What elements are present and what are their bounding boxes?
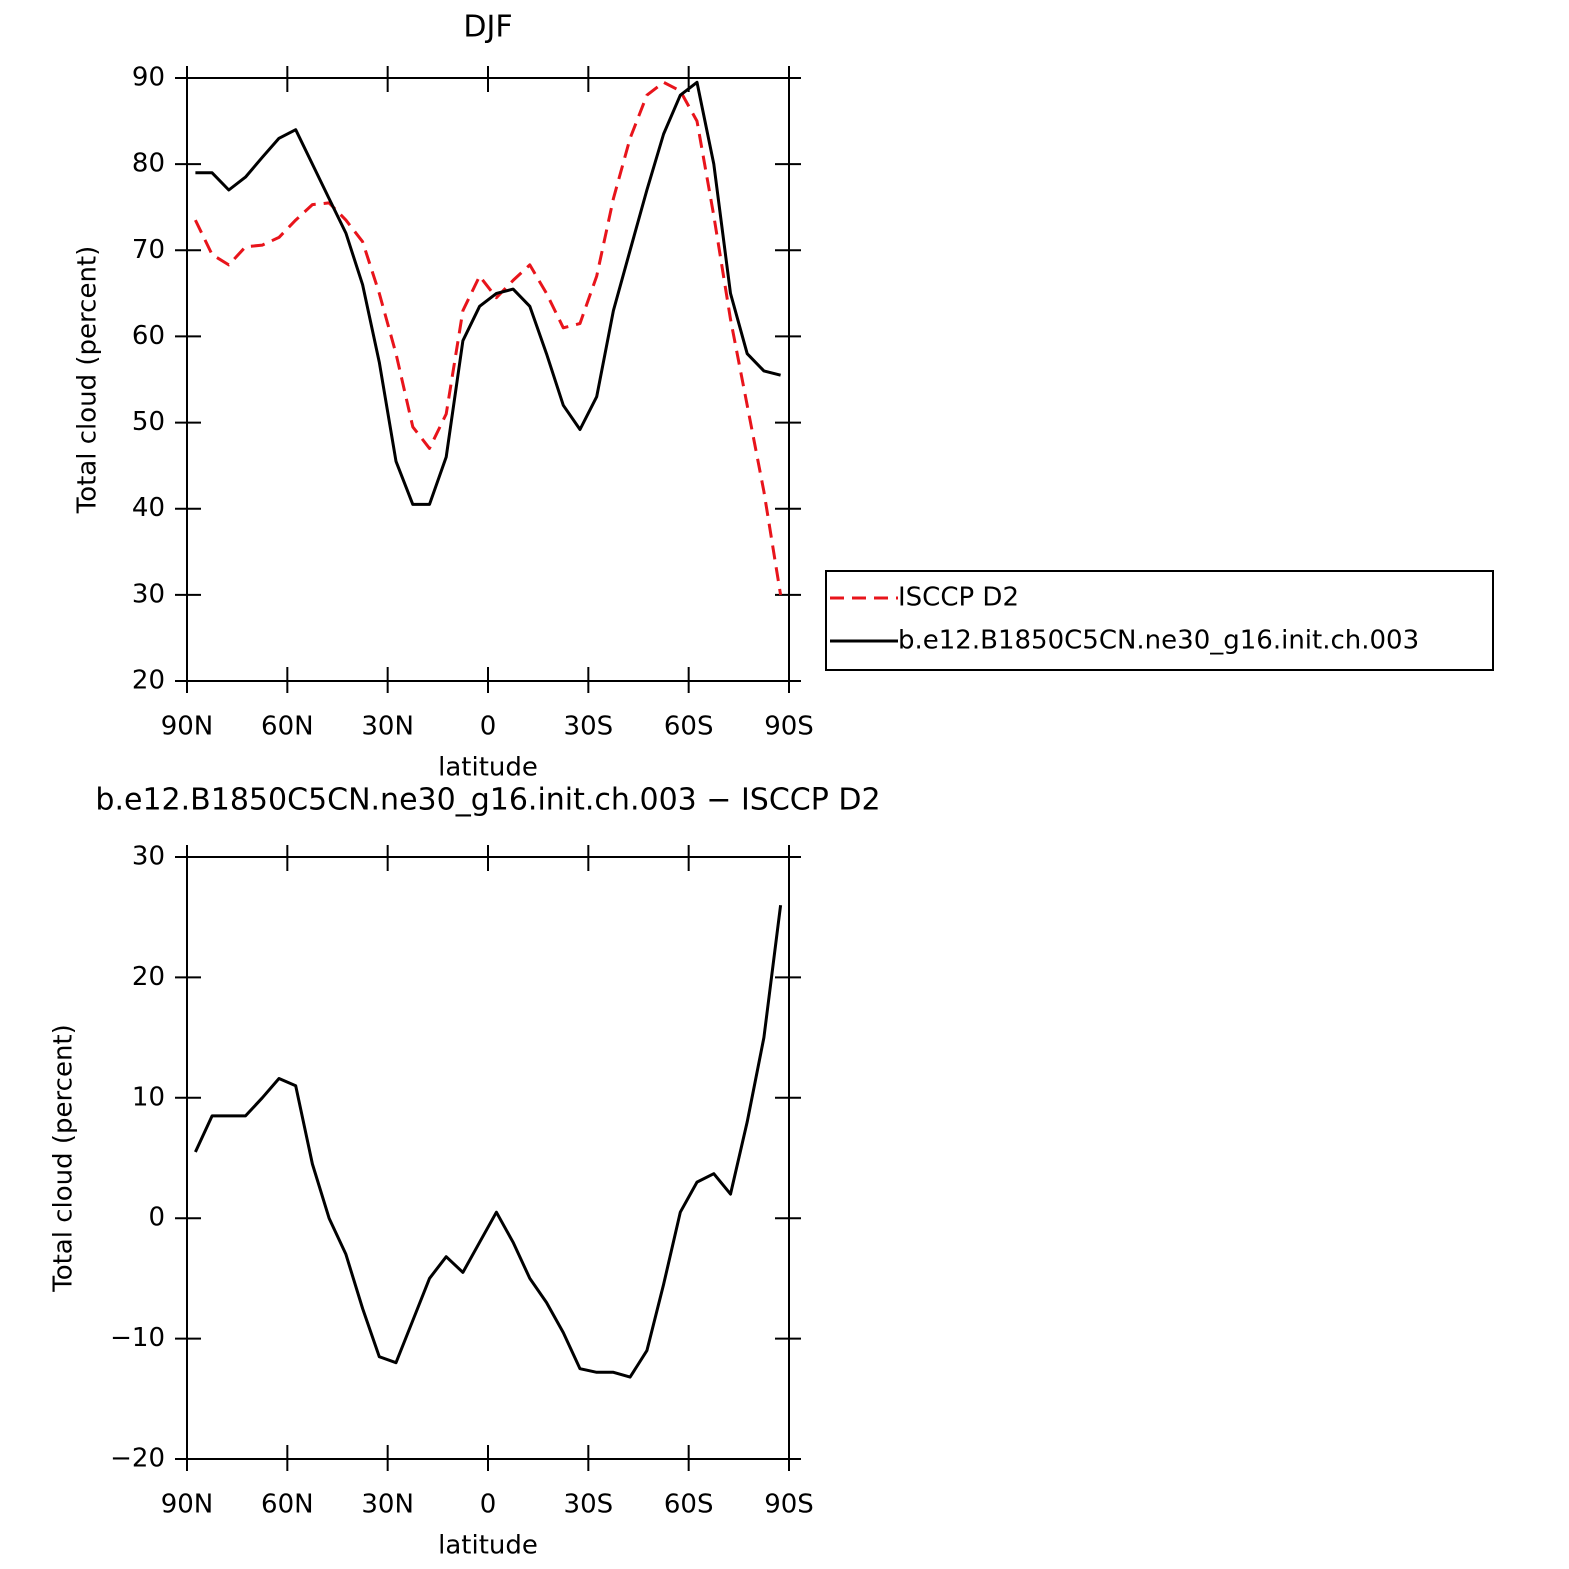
y-tick-label: 0 (148, 1203, 165, 1233)
y-tick-label: 80 (132, 149, 165, 179)
x-tick-label: 30S (564, 1490, 614, 1520)
y-tick-label: −10 (110, 1323, 165, 1353)
x-tick-label: 60S (664, 712, 714, 742)
x-axis-label: latitude (438, 753, 538, 783)
y-tick-label: 30 (132, 842, 165, 872)
legend-label: b.e12.B1850C5CN.ne30_g16.init.ch.003 (898, 626, 1419, 656)
x-tick-label: 90N (161, 1490, 214, 1520)
x-tick-label: 0 (480, 712, 497, 742)
x-tick-label: 30N (361, 712, 414, 742)
y-tick-label: 90 (132, 63, 165, 93)
x-tick-label: 90N (161, 712, 214, 742)
series-line (194, 905, 783, 1379)
y-tick-label: −20 (110, 1444, 165, 1474)
y-axis-label: Total cloud (percent) (73, 246, 103, 515)
chart-title: b.e12.B1850C5CN.ne30_g16.init.ch.003 − I… (95, 783, 880, 818)
series-line (194, 80, 783, 596)
y-tick-label: 40 (132, 493, 165, 523)
x-tick-label: 30N (361, 1490, 414, 1520)
series-line (195, 80, 781, 506)
y-axis-label: Total cloud (percent) (49, 1024, 79, 1293)
x-tick-label: 30S (564, 712, 614, 742)
y-tick-label: 50 (132, 407, 165, 437)
y-tick-label: 30 (132, 579, 165, 609)
legend-box (825, 570, 1494, 671)
x-tick-label: 90S (764, 1490, 814, 1520)
plot-frame (186, 77, 790, 682)
legend-label: ISCCP D2 (898, 583, 1019, 613)
x-tick-label: 60N (261, 1490, 314, 1520)
x-tick-label: 0 (480, 1490, 497, 1520)
x-tick-label: 60N (261, 712, 314, 742)
chart-title: DJF (463, 10, 512, 45)
y-tick-label: 20 (132, 962, 165, 992)
y-tick-label: 20 (132, 666, 165, 696)
plot-frame (186, 856, 790, 1460)
y-tick-label: 60 (132, 321, 165, 351)
x-axis-label: latitude (438, 1531, 538, 1561)
x-tick-label: 60S (664, 1490, 714, 1520)
y-tick-label: 10 (132, 1082, 165, 1112)
y-tick-label: 70 (132, 235, 165, 265)
x-tick-label: 90S (764, 712, 814, 742)
